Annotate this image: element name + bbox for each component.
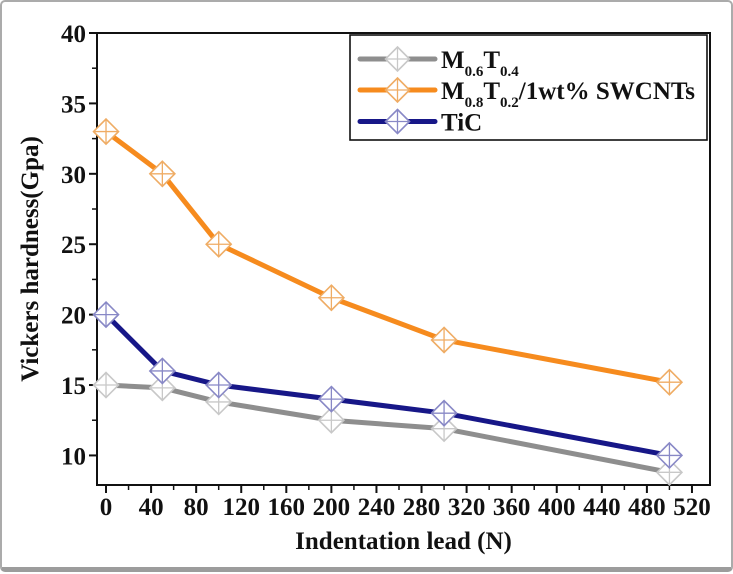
series-0-marker	[655, 458, 684, 486]
series-1-marker	[430, 326, 458, 354]
x-tick-label: 200	[313, 494, 351, 521]
legend-label-part: 0.4	[500, 64, 519, 80]
series-1-marker	[317, 284, 346, 312]
legend-label-part: TiC	[441, 110, 482, 137]
legend-label-1: M0.8T0.2/1wt% SWCNTs	[441, 78, 695, 111]
plot-frame	[96, 32, 711, 486]
series-1-marker	[655, 368, 684, 396]
series-0-marker	[92, 371, 120, 399]
y-tick-label: 30	[61, 162, 86, 189]
y-tick-label: 35	[61, 91, 86, 118]
x-tick-label: 240	[358, 494, 396, 521]
legend-label-part: M	[441, 78, 465, 105]
x-tick-label: 280	[403, 494, 441, 521]
y-tick-label: 15	[61, 373, 86, 400]
y-tick-label: 40	[61, 21, 86, 48]
series-2-marker	[430, 399, 458, 427]
x-axis-title: Indentation lead (N)	[295, 528, 512, 555]
series-1-marker	[205, 230, 233, 258]
x-tick-label: 480	[628, 494, 666, 521]
legend-marker-1	[384, 76, 411, 104]
x-tick-label: 440	[583, 494, 621, 521]
legend-label-0: M0.6T0.4	[441, 47, 519, 80]
legend-label-part: 0.6	[465, 64, 484, 80]
series-2-marker	[655, 441, 684, 470]
series-1-marker	[148, 160, 176, 188]
series-line-2	[103, 312, 672, 458]
legend-marker-2	[384, 108, 411, 135]
y-tick-label: 10	[61, 443, 86, 470]
y-tick-label: 25	[61, 232, 86, 259]
series-line-0	[103, 382, 672, 475]
x-tick-label: 320	[448, 494, 486, 521]
legend-label-part: T	[483, 78, 500, 105]
x-tick-label: 0	[100, 494, 113, 521]
series-2-marker	[148, 357, 176, 385]
x-tick-label: 160	[268, 494, 306, 521]
legend-label-part: M	[441, 47, 465, 74]
x-tick-label: 80	[184, 494, 209, 521]
legend-label-2: TiC	[441, 110, 482, 137]
x-tick-label: 360	[493, 494, 531, 521]
series-line-1	[103, 129, 672, 385]
y-tick-label: 20	[61, 303, 86, 330]
legend-label-part: 0.2	[500, 95, 519, 111]
series-0-marker	[205, 388, 233, 416]
legend-marker-0	[384, 45, 411, 73]
x-tick-label: 40	[139, 494, 164, 521]
series-1-marker	[92, 117, 120, 146]
series-2-marker	[205, 371, 233, 399]
x-tick-label: 120	[222, 494, 260, 521]
legend-label-part: T	[483, 47, 500, 74]
x-tick-label: 520	[673, 494, 711, 521]
x-tick-label: 400	[538, 494, 576, 521]
legend-label-part: /1wt% SWCNTs	[518, 78, 695, 105]
series-2-marker	[317, 385, 346, 413]
legend-label-part: 0.8	[465, 95, 484, 111]
series-2-marker	[92, 300, 120, 329]
y-axis-title: Vickers hardness(Gpa)	[17, 136, 44, 382]
